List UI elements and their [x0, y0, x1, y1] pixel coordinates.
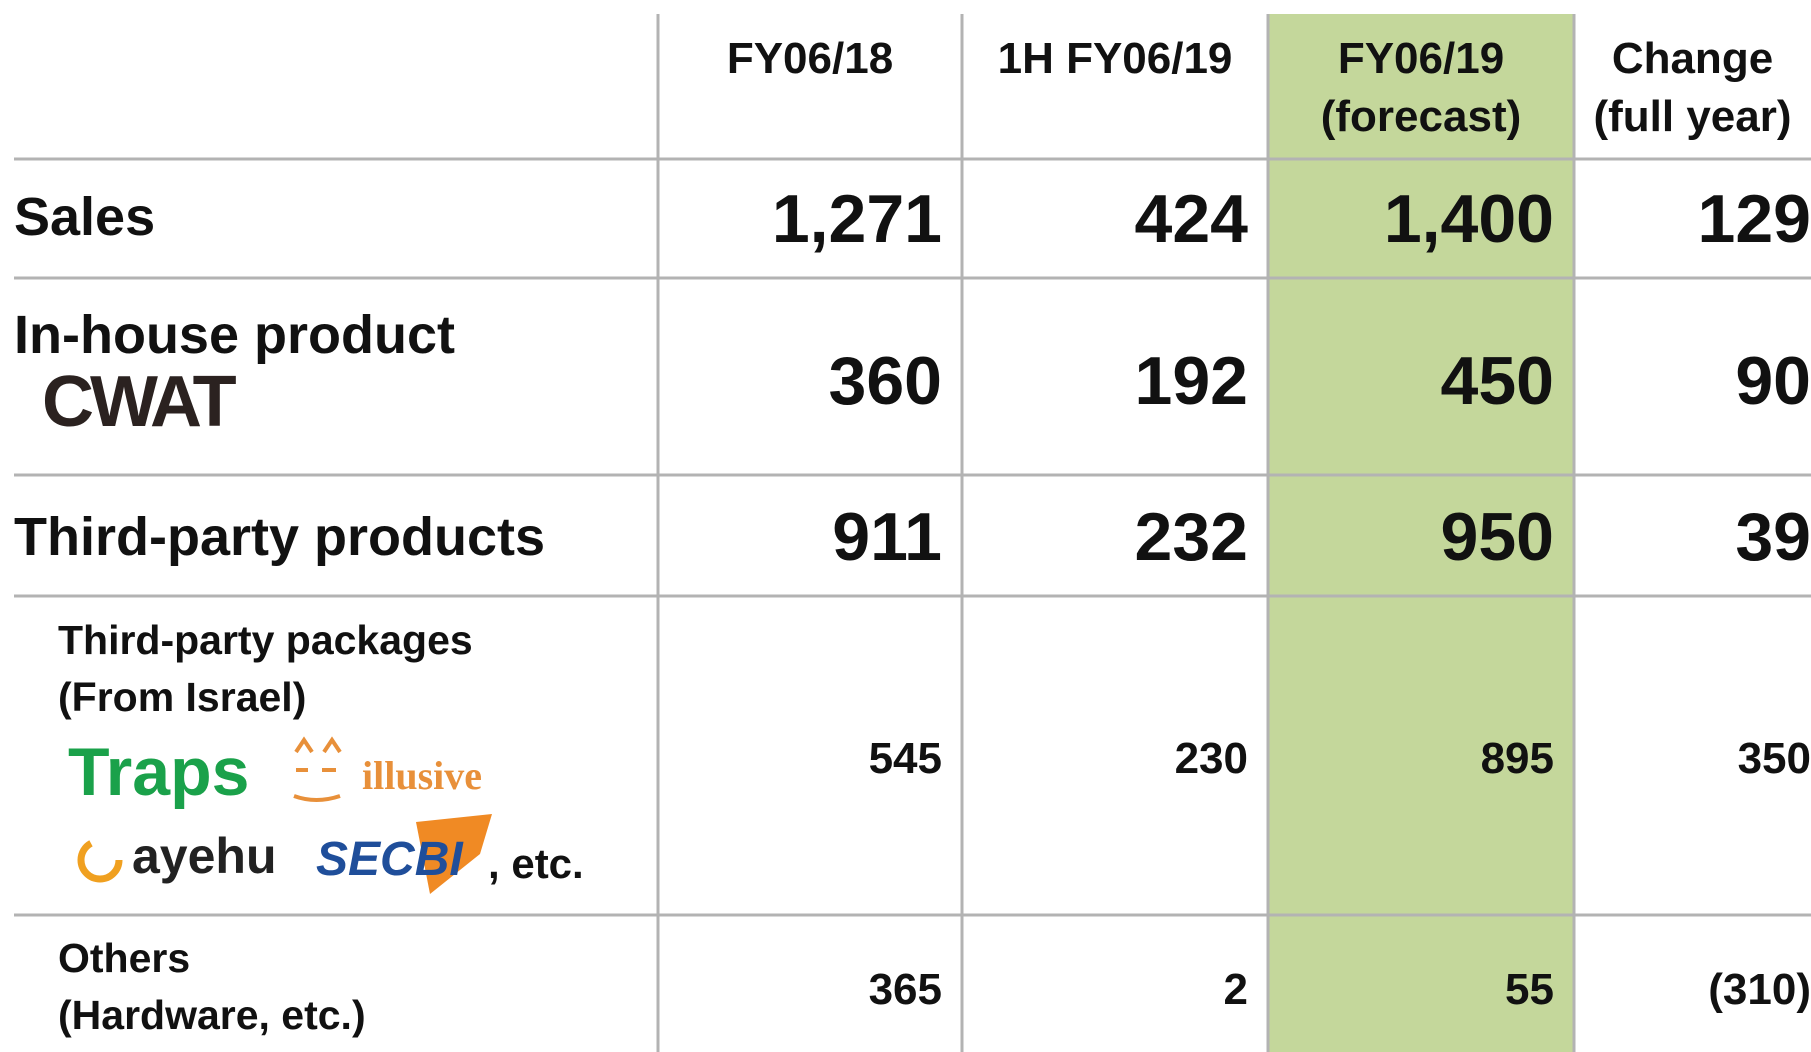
logo: Traps	[68, 734, 250, 810]
highlight-column	[1268, 14, 1574, 1052]
column-header: (full year)	[1593, 92, 1792, 141]
cell-value: 950	[1440, 499, 1554, 576]
cell-value: 192	[1134, 343, 1248, 420]
cell-value: 232	[1134, 499, 1248, 576]
cell-value: 424	[1134, 181, 1248, 258]
cell-value: 450	[1440, 343, 1554, 420]
cell-value: 90	[1735, 343, 1811, 420]
cell-value: 360	[828, 343, 942, 420]
column-header: (forecast)	[1320, 92, 1522, 141]
row-label: (Hardware, etc.)	[58, 992, 366, 1038]
row-label: In-house product	[14, 305, 455, 365]
cell-value: 1,271	[771, 181, 942, 258]
cell-value: 365	[868, 964, 942, 1014]
cell-value: (310)	[1708, 964, 1811, 1014]
row-label: Third-party products	[14, 507, 546, 567]
cell-value: 129	[1697, 181, 1811, 258]
cell-value: 55	[1505, 964, 1554, 1014]
column-header: 1H FY06/19	[997, 34, 1233, 83]
secbi-shape	[416, 814, 492, 894]
logo: illusive	[362, 753, 483, 798]
row-label: Sales	[14, 187, 156, 247]
illusive-icon	[293, 736, 342, 802]
column-header: FY06/18	[726, 34, 894, 83]
cell-value: 230	[1174, 733, 1248, 783]
grid-lines	[14, 14, 1811, 1052]
row-label: Others	[58, 935, 191, 981]
column-header: FY06/19	[1337, 34, 1505, 83]
row-label: (From Israel)	[58, 674, 307, 720]
cell-value: 1,400	[1383, 181, 1554, 258]
cell-value: 39	[1735, 499, 1811, 576]
cell-value: 895	[1480, 733, 1554, 783]
logo: SECBI	[316, 833, 463, 886]
logo: , etc.	[488, 840, 584, 887]
cell-value: 545	[868, 733, 942, 783]
column-header: Change	[1611, 34, 1774, 83]
cell-value: 911	[832, 499, 942, 576]
logo: CWAT	[42, 362, 237, 442]
ayehu-icon	[77, 837, 123, 883]
row-label: Third-party packages	[58, 617, 473, 663]
logo: ayehu	[132, 828, 277, 884]
cell-value: 350	[1737, 733, 1811, 783]
cell-value: 2	[1223, 964, 1248, 1014]
